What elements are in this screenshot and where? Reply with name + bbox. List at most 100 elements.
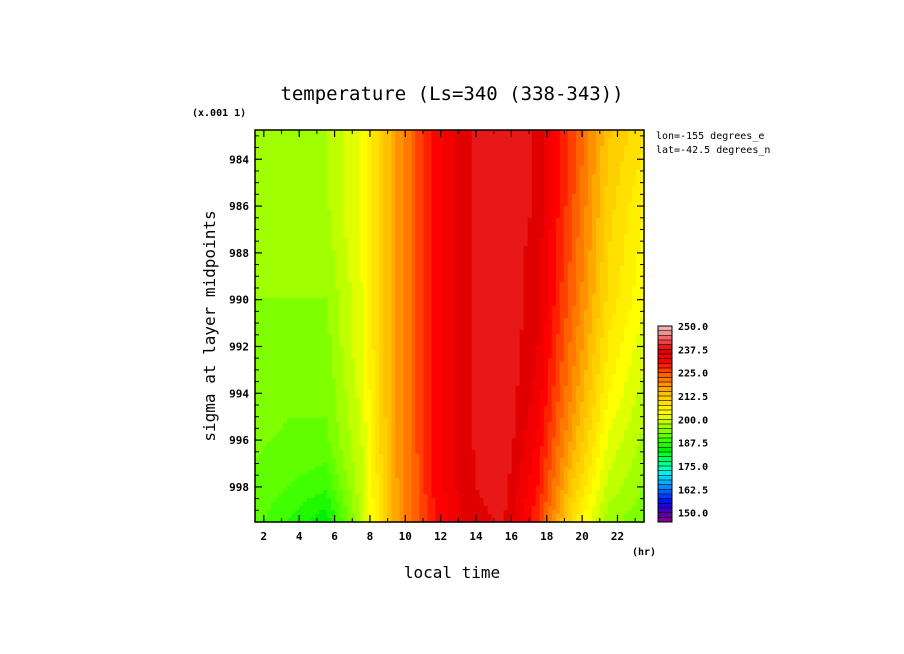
field-cell (515, 294, 521, 299)
field-cell (287, 166, 292, 171)
field-cell (339, 334, 344, 339)
field-cell (547, 190, 553, 195)
field-cell (375, 154, 380, 159)
field-cell (399, 294, 404, 299)
field-cell (383, 130, 388, 135)
field-cell (371, 162, 376, 167)
field-cell (375, 134, 380, 139)
field-cell (479, 298, 485, 303)
field-cell (479, 190, 485, 195)
field-cell (563, 138, 569, 143)
field-cell (283, 326, 288, 331)
field-cell (639, 242, 645, 247)
field-cell (291, 302, 296, 307)
field-cell (391, 282, 396, 287)
field-cell (635, 214, 641, 219)
field-cell (283, 242, 288, 247)
field-cell (307, 162, 312, 167)
field-cell (523, 254, 529, 259)
field-cell (299, 158, 304, 163)
field-cell (495, 186, 501, 191)
field-cell (279, 234, 284, 239)
field-cell (467, 222, 473, 227)
field-cell (639, 318, 645, 323)
field-cell (355, 262, 360, 267)
field-cell (367, 190, 372, 195)
field-cell (607, 226, 613, 231)
field-cell (367, 330, 372, 335)
field-cell (519, 142, 525, 147)
field-cell (411, 222, 417, 227)
field-cell (531, 146, 537, 151)
field-cell (483, 270, 489, 275)
field-cell (319, 258, 324, 263)
field-cell (335, 190, 340, 195)
field-cell (543, 238, 549, 243)
field-cell (463, 210, 469, 215)
field-cell (319, 154, 324, 159)
field-cell (531, 286, 537, 291)
field-cell (307, 178, 312, 183)
field-cell (407, 326, 412, 331)
field-cell (615, 170, 621, 175)
field-cell (295, 202, 300, 207)
field-cell (427, 202, 433, 207)
field-cell (435, 214, 441, 219)
field-cell (491, 150, 497, 155)
field-cell (639, 226, 645, 231)
field-cell (375, 218, 380, 223)
field-cell (547, 254, 553, 259)
field-cell (523, 246, 529, 251)
field-cell (307, 250, 312, 255)
field-cell (499, 230, 505, 235)
field-cell (539, 190, 545, 195)
field-cell (511, 330, 517, 335)
field-cell (267, 298, 272, 303)
field-cell (387, 230, 392, 235)
field-cell (615, 206, 621, 211)
field-cell (619, 142, 625, 147)
field-cell (367, 154, 372, 159)
field-cell (455, 190, 461, 195)
field-cell (299, 130, 304, 135)
field-cell (443, 246, 449, 251)
field-cell (411, 210, 417, 215)
field-cell (459, 290, 465, 295)
field-cell (503, 302, 509, 307)
field-cell (255, 310, 260, 315)
field-cell (443, 286, 449, 291)
field-cell (523, 238, 529, 243)
field-cell (351, 298, 356, 303)
field-cell (379, 298, 384, 303)
field-cell (343, 254, 348, 259)
field-cell (279, 254, 284, 259)
field-cell (435, 242, 441, 247)
field-cell (563, 278, 569, 283)
field-cell (611, 178, 617, 183)
field-cell (359, 142, 364, 147)
field-cell (363, 146, 368, 151)
field-cell (443, 278, 449, 283)
field-cell (523, 286, 529, 291)
field-cell (563, 154, 569, 159)
field-cell (327, 146, 332, 151)
field-cell (475, 162, 481, 167)
field-cell (571, 206, 577, 211)
field-cell (515, 310, 521, 315)
field-cell (403, 282, 408, 287)
field-cell (555, 282, 561, 287)
field-cell (307, 258, 312, 263)
field-cell (503, 158, 509, 163)
field-cell (587, 290, 593, 295)
field-cell (359, 194, 364, 199)
field-cell (543, 202, 549, 207)
field-cell (427, 262, 433, 267)
field-cell (563, 298, 569, 303)
field-cell (531, 314, 537, 319)
field-cell (631, 226, 637, 231)
field-cell (547, 262, 553, 267)
field-cell (543, 182, 549, 187)
field-cell (559, 270, 565, 275)
field-cell (575, 190, 581, 195)
field-cell (427, 242, 433, 247)
